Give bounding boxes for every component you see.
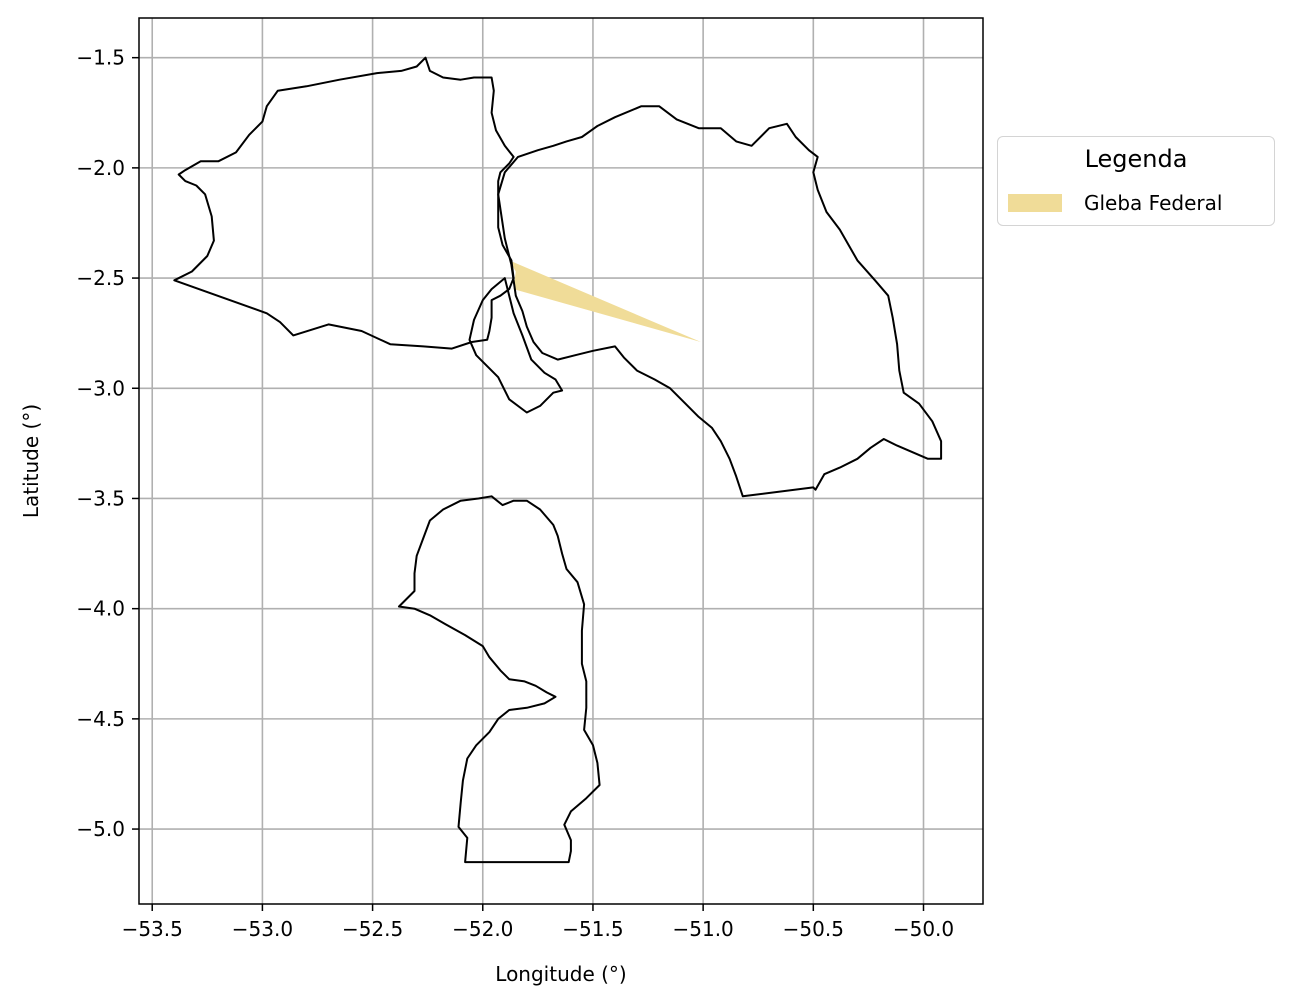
boundary-polygon xyxy=(398,495,601,864)
grid xyxy=(139,18,983,904)
x-tick-label: −53.5 xyxy=(122,917,183,941)
y-tick-label: −3.5 xyxy=(76,486,125,510)
gleba-federal-area xyxy=(509,260,701,342)
y-tick-label: −4.0 xyxy=(76,597,125,621)
plot-frame xyxy=(138,17,984,905)
y-tick-label: −3.0 xyxy=(76,376,125,400)
y-tick-label: −2.5 xyxy=(76,266,125,290)
boundary-polygon xyxy=(468,277,564,414)
boundary-layer xyxy=(173,56,943,864)
y-tick-label: −1.5 xyxy=(76,46,125,70)
x-tick-label: −50.0 xyxy=(893,917,954,941)
x-tick-label: −51.0 xyxy=(672,917,733,941)
boundary-polygon xyxy=(497,105,943,498)
area-layer xyxy=(509,260,701,342)
legend-swatch xyxy=(1008,194,1062,212)
x-tick-label: −51.5 xyxy=(562,917,623,941)
tick-layer: −53.5 −53.0 −52.5 −52.0 −51.5 −51.0 −50.5 −50.0… xyxy=(76,46,954,941)
y-tick-label: −4.5 xyxy=(76,707,125,731)
x-tick-label: −53.0 xyxy=(232,917,293,941)
legend-entry: Gleba Federal xyxy=(1008,189,1222,217)
boundary-polygon xyxy=(173,56,515,350)
legend-entry-label: Gleba Federal xyxy=(1084,191,1223,215)
x-tick-label: −52.5 xyxy=(342,917,403,941)
x-tick-label: −50.5 xyxy=(783,917,844,941)
x-tick-label: −52.0 xyxy=(452,917,513,941)
x-axis-label: Longitude (°) xyxy=(495,962,626,986)
legend-title: Legenda xyxy=(1084,145,1188,173)
y-tick-label: −5.0 xyxy=(76,817,125,841)
y-tick-label: −2.0 xyxy=(76,156,125,180)
legend: Legenda Gleba Federal xyxy=(997,136,1275,226)
y-axis-label: Latitude (°) xyxy=(19,404,43,518)
